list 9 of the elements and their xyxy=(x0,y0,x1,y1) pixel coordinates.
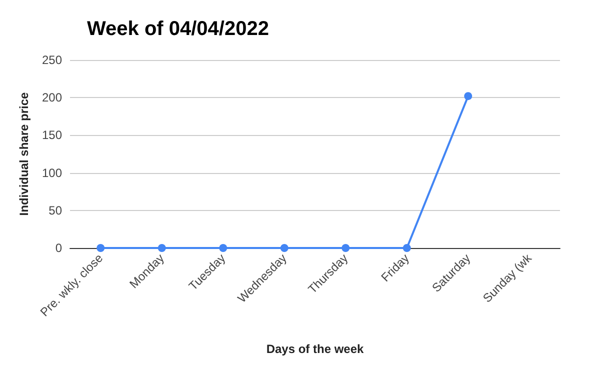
y-tick-label: 250 xyxy=(42,53,62,67)
y-axis-title: Individual share price xyxy=(17,92,31,216)
x-axis-title: Days of the week xyxy=(266,342,364,356)
y-tick-label: 0 xyxy=(55,241,62,255)
y-tick-label: 200 xyxy=(42,90,62,105)
chart-title: Week of 04/04/2022 xyxy=(87,18,269,40)
y-tick-label: 150 xyxy=(42,128,62,142)
y-tick-label: 100 xyxy=(42,166,62,180)
y-tick-label: 50 xyxy=(48,203,62,218)
